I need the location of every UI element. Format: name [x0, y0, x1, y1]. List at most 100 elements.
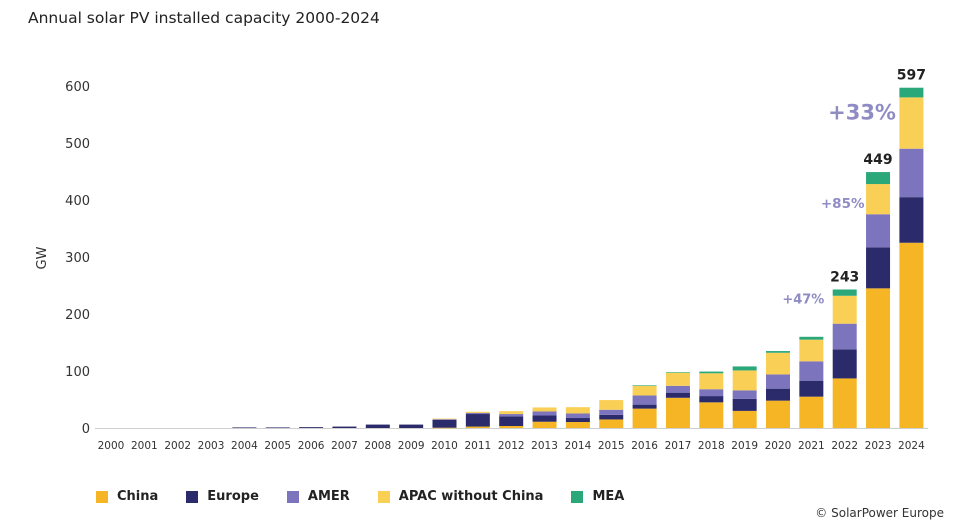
bar-segment-amer-2024 — [899, 148, 924, 198]
bar-segment-apac-without-china-2016 — [632, 385, 657, 396]
bar-segment-mea-2022 — [832, 289, 857, 296]
x-tick-label: 2018 — [698, 440, 725, 452]
bar-segment-china-2022 — [832, 378, 857, 428]
bar-segment-europe-2005 — [265, 427, 290, 429]
bar-segment-apac-without-china-2014 — [565, 407, 590, 414]
bar-segment-europe-2018 — [699, 396, 724, 403]
bar-segment-europe-2014 — [565, 418, 590, 423]
bar-segment-apac-without-china-2010 — [432, 418, 457, 420]
bar-segment-europe-2023 — [866, 247, 891, 289]
x-tick-label: 2023 — [865, 440, 892, 452]
total-label-2023: 449 — [863, 152, 892, 168]
bar-segment-mea-2018 — [699, 371, 724, 374]
x-tick-label: 2008 — [364, 440, 391, 452]
bar-segment-mea-2021 — [799, 336, 824, 340]
y-tick-label: 100 — [65, 365, 90, 380]
legend: China Europe AMER APAC without China MEA — [96, 489, 624, 504]
legend-swatch-mea — [571, 490, 584, 503]
x-tick-label: 2002 — [164, 440, 191, 452]
bar-segment-europe-2024 — [899, 197, 924, 243]
x-tick-label: 2014 — [565, 440, 592, 452]
x-tick-label: 2022 — [831, 440, 858, 452]
legend-item-amer: AMER — [286, 489, 350, 504]
bar-segment-amer-2017 — [665, 385, 690, 393]
bar-segment-apac-without-china-2019 — [732, 370, 757, 391]
legend-label-amer: AMER — [307, 489, 350, 504]
y-tick-label: 200 — [65, 308, 90, 323]
bar-segment-apac-without-china-2023 — [866, 184, 891, 215]
y-tick-label: 0 — [82, 422, 90, 437]
legend-swatch-china — [96, 490, 108, 503]
bar-segment-apac-without-china-2017 — [665, 372, 690, 386]
bar-segment-europe-2015 — [599, 414, 624, 420]
bar-segment-europe-2011 — [465, 414, 490, 427]
bar-segment-mea-2019 — [732, 366, 757, 371]
x-tick-label: 2010 — [431, 440, 458, 452]
x-tick-label: 2015 — [598, 440, 625, 452]
bar-segment-china-2012 — [499, 426, 524, 428]
bar-segment-amer-2016 — [632, 395, 657, 405]
legend-item-apac: APAC without China — [377, 489, 544, 504]
bar-segment-apac-without-china-2024 — [899, 97, 924, 149]
bar-segment-europe-2020 — [766, 388, 790, 401]
total-label-2022: 243 — [830, 269, 859, 285]
y-axis-title: GW — [35, 246, 50, 269]
bar-segment-apac-without-china-2020 — [766, 352, 790, 375]
bar-segment-europe-2022 — [832, 349, 857, 379]
legend-label-apac: APAC without China — [398, 489, 544, 504]
bar-segment-china-2014 — [565, 422, 590, 428]
bar-segment-amer-2019 — [732, 390, 757, 399]
chart-title: Annual solar PV installed capacity 2000-… — [28, 9, 380, 27]
bar-segment-china-2020 — [766, 400, 790, 428]
y-tick-label: 500 — [65, 137, 90, 152]
bar-segment-europe-2009 — [399, 424, 424, 428]
bar-segment-china-2013 — [532, 421, 557, 428]
x-tick-label: 2001 — [131, 440, 158, 452]
bar-segment-apac-without-china-2015 — [599, 400, 624, 410]
total-label-2024: 597 — [897, 68, 926, 84]
x-tick-label: 2020 — [765, 440, 792, 452]
legend-label-mea: MEA — [592, 489, 625, 504]
bar-segment-china-2017 — [665, 397, 690, 428]
x-tick-label: 2009 — [398, 440, 425, 452]
bar-segment-europe-2013 — [532, 415, 557, 422]
x-tick-label: 2012 — [498, 440, 525, 452]
bar-segment-europe-2004 — [232, 427, 257, 429]
bar-segment-apac-without-china-2013 — [532, 407, 557, 412]
bar-segment-amer-2015 — [599, 409, 624, 415]
legend-item-china: China — [96, 489, 158, 504]
bar-segment-europe-2006 — [299, 427, 324, 428]
bar-segment-europe-2012 — [499, 416, 524, 427]
bar-segment-mea-2016 — [632, 385, 657, 386]
legend-swatch-europe — [186, 490, 199, 503]
x-tick-label: 2017 — [665, 440, 692, 452]
bar-segment-amer-2012 — [499, 414, 524, 417]
x-tick-label: 2004 — [231, 440, 258, 452]
bar-segment-amer-2011 — [465, 412, 490, 415]
bar-segment-apac-without-china-2022 — [832, 295, 857, 324]
bar-segment-china-2023 — [866, 288, 891, 428]
x-tick-label: 2011 — [464, 440, 491, 452]
bar-segment-china-2024 — [899, 242, 924, 428]
growth-annotation-2022: +85% — [821, 196, 865, 212]
legend-label-china: China — [117, 489, 159, 504]
bar-segment-amer-2020 — [766, 374, 790, 389]
bar-segment-china-2010 — [432, 427, 457, 429]
legend-item-europe: Europe — [186, 489, 259, 504]
bar-segment-europe-2008 — [365, 424, 390, 428]
x-tick-label: 2021 — [798, 440, 825, 452]
bar-segment-china-2021 — [799, 396, 824, 428]
x-tick-label: 2013 — [531, 440, 558, 452]
bar-segment-mea-2017 — [665, 372, 690, 373]
legend-label-europe: Europe — [207, 489, 259, 504]
bar-segment-amer-2023 — [866, 214, 891, 248]
bar-segment-mea-2020 — [766, 351, 790, 353]
x-tick-label: 2006 — [298, 440, 325, 452]
bar-segment-amer-2014 — [565, 413, 590, 419]
bar-segment-amer-2010 — [432, 419, 457, 420]
bar-segment-europe-2016 — [632, 404, 657, 409]
bar-segment-europe-2021 — [799, 380, 824, 397]
bar-segment-europe-2007 — [332, 426, 357, 428]
source-credit: © SolarPower Europe — [815, 506, 944, 520]
bar-segment-europe-2017 — [665, 392, 690, 398]
